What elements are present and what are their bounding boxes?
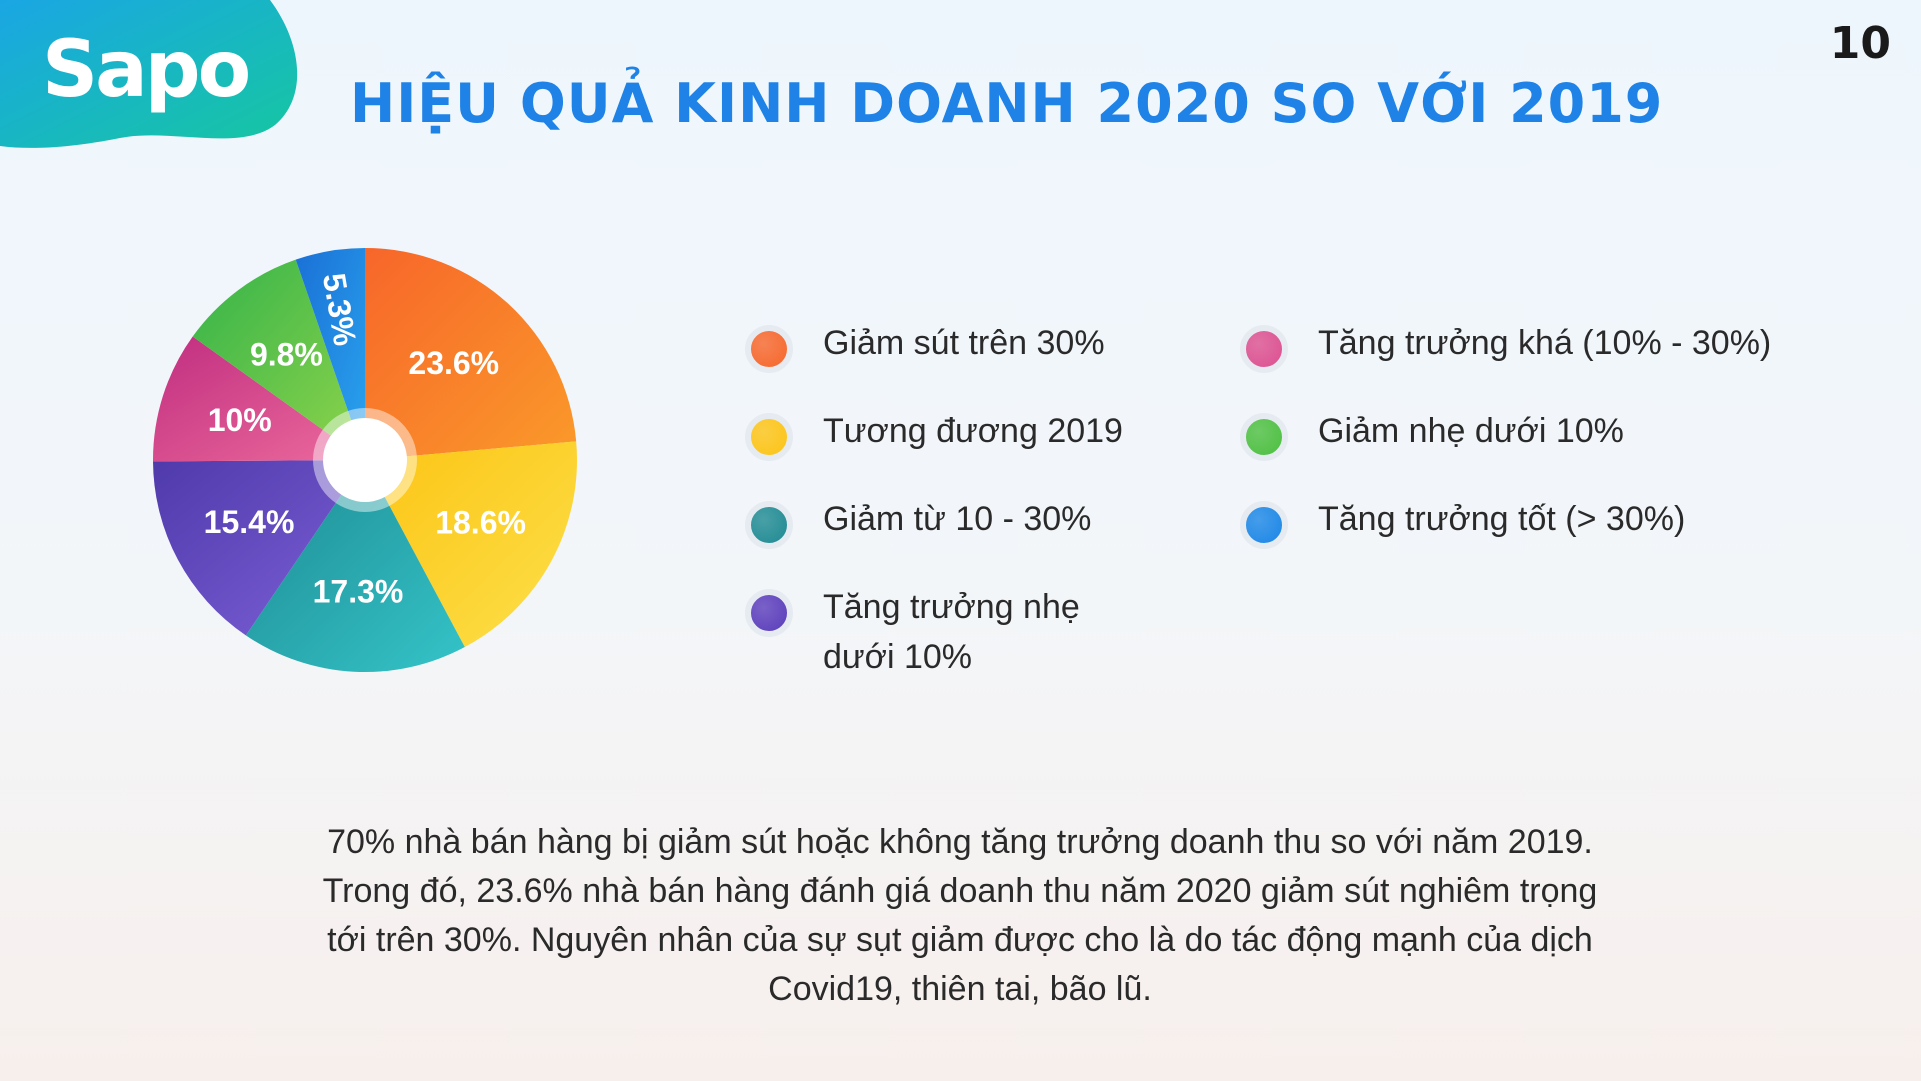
pie-slice [365,248,577,460]
legend-item: Tăng trưởng tốt (> 30%) [1240,494,1838,549]
sapo-logo: Sapo [42,25,251,115]
legend-dot-icon [745,413,793,461]
page-title: HIỆU QUẢ KINH DOANH 2020 SO VỚI 2019 [350,72,1664,135]
pie-slice [192,259,365,460]
legend-dot-icon [1240,501,1288,549]
legend-item: Giảm nhẹ dưới 10% [1240,406,1838,461]
legend-dot-icon [745,325,793,373]
legend-label: Tăng trưởng tốt (> 30%) [1318,500,1686,538]
slice-label: 9.8% [250,337,323,373]
slice-label: 17.3% [313,573,404,609]
legend-dot-icon [1240,413,1288,461]
legend-item: Giảm sút trên 30% [745,318,1143,373]
legend-dot-icon [1240,325,1288,373]
legend-label: Tương đương 2019 [823,412,1123,450]
legend-label: Giảm nhẹ dưới 10% [1318,412,1624,450]
chart-legend: Giảm sút trên 30% Tương đương 2019 Giảm … [745,318,1865,678]
slice-label: 10% [208,402,272,438]
legend-dot-icon [745,501,793,549]
legend-label: Tăng trưởng khá (10% - 30%) [1318,324,1772,362]
pie-slice [153,460,365,636]
slice-label: 18.6% [435,505,526,541]
pie-slice [365,441,577,648]
pie-slice [295,248,365,460]
center-hole [323,418,407,502]
legend-item: Tăng trưởng khá (10% - 30%) [1240,318,1838,373]
logo-background [0,0,298,148]
pie-slice [245,460,465,672]
legend-label: Tăng trưởng nhẹ dưới 10% [823,588,1080,676]
page-number: 10 [1829,18,1891,69]
slice-label: 15.4% [204,504,295,540]
legend-item: Giảm từ 10 - 30% [745,494,1143,549]
legend-item: Tương đương 2019 [745,406,1143,461]
slice-label: 23.6% [408,345,499,381]
pie-slice [153,336,365,462]
legend-dot-icon [745,589,793,637]
legend-label: Giảm sút trên 30% [823,324,1105,362]
summary-text: 70% nhà bán hàng bị giảm sút hoặc không … [322,823,1598,1008]
pie-chart: 23.6%18.6%17.3%15.4%10%9.8%5.3% [153,248,577,672]
legend-item: Tăng trưởng nhẹ dưới 10% [745,582,1143,682]
legend-label: Giảm từ 10 - 30% [823,500,1092,538]
